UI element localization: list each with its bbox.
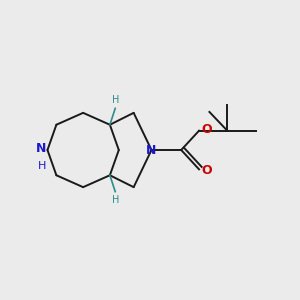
Text: H: H (112, 195, 119, 205)
Text: O: O (201, 164, 212, 177)
Text: O: O (201, 123, 212, 136)
Text: H: H (112, 95, 119, 105)
Text: H: H (38, 161, 46, 171)
Text: N: N (36, 142, 46, 155)
Text: N: N (146, 143, 157, 157)
